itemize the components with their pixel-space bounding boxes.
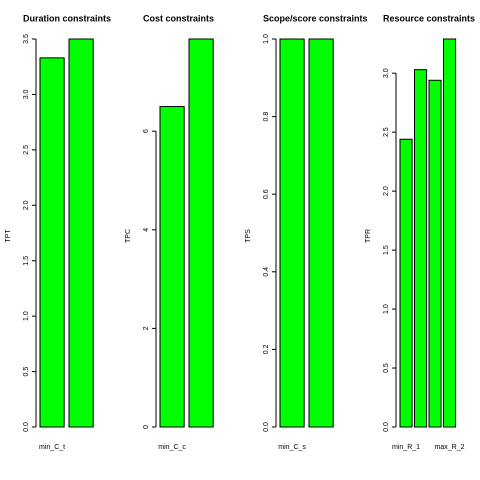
y-tick-label: 2.0 <box>23 200 30 210</box>
y-tick-label: 1.0 <box>383 304 390 314</box>
y-tick-label: 3.0 <box>383 68 390 78</box>
panel-title: Resource constraints <box>383 13 475 23</box>
y-tick-label: 1.0 <box>263 34 270 44</box>
y-tick-label: 4 <box>143 228 150 232</box>
y-axis-label: TPC <box>125 229 132 243</box>
y-tick-label: 0.4 <box>263 267 270 277</box>
bar <box>428 79 442 428</box>
panel-title: Duration constraints <box>23 13 111 23</box>
x-tick-label: min_R_1 <box>392 444 420 451</box>
panel-title: Scope/score constraints <box>263 13 368 23</box>
y-tick-label: 6 <box>143 129 150 133</box>
x-tick-label: min_C_s <box>278 444 306 451</box>
y-tick-label: 2 <box>143 326 150 330</box>
x-tick-label: min_C_c <box>158 444 186 451</box>
y-tick-label: 1.0 <box>23 311 30 321</box>
panel-title: Cost constraints <box>143 13 214 23</box>
bar <box>68 38 94 428</box>
bar <box>279 38 305 428</box>
y-tick-label: 0.5 <box>23 367 30 377</box>
y-tick-label: 0.6 <box>263 189 270 199</box>
y-tick-label: 0.0 <box>383 422 390 432</box>
y-tick-label: 3.5 <box>23 34 30 44</box>
bar <box>443 38 457 428</box>
y-tick-label: 0.5 <box>383 363 390 373</box>
y-tick-label: 2.5 <box>383 127 390 137</box>
y-tick-label: 3.0 <box>23 89 30 99</box>
bar <box>188 38 214 428</box>
bar <box>39 57 65 428</box>
y-tick-label: 0.0 <box>263 422 270 432</box>
y-tick-label: 0 <box>143 425 150 429</box>
y-tick-label: 2.0 <box>383 186 390 196</box>
y-axis-label: TPR <box>365 229 372 243</box>
y-tick-label: 0.2 <box>263 344 270 354</box>
y-tick-label: 0.8 <box>263 112 270 122</box>
y-tick-label: 2.5 <box>23 145 30 155</box>
y-tick-label: 0.0 <box>23 422 30 432</box>
bar <box>414 69 428 428</box>
bar <box>399 138 413 428</box>
y-tick-label: 1.5 <box>383 245 390 255</box>
x-tick-label: min_C_t <box>39 444 65 451</box>
bar <box>159 106 185 428</box>
x-tick-label: max_R_2 <box>435 444 465 451</box>
y-axis-label: TPT <box>5 229 12 243</box>
y-axis-label: TPS <box>245 229 252 243</box>
bar <box>308 38 334 428</box>
y-tick-label: 1.5 <box>23 256 30 266</box>
